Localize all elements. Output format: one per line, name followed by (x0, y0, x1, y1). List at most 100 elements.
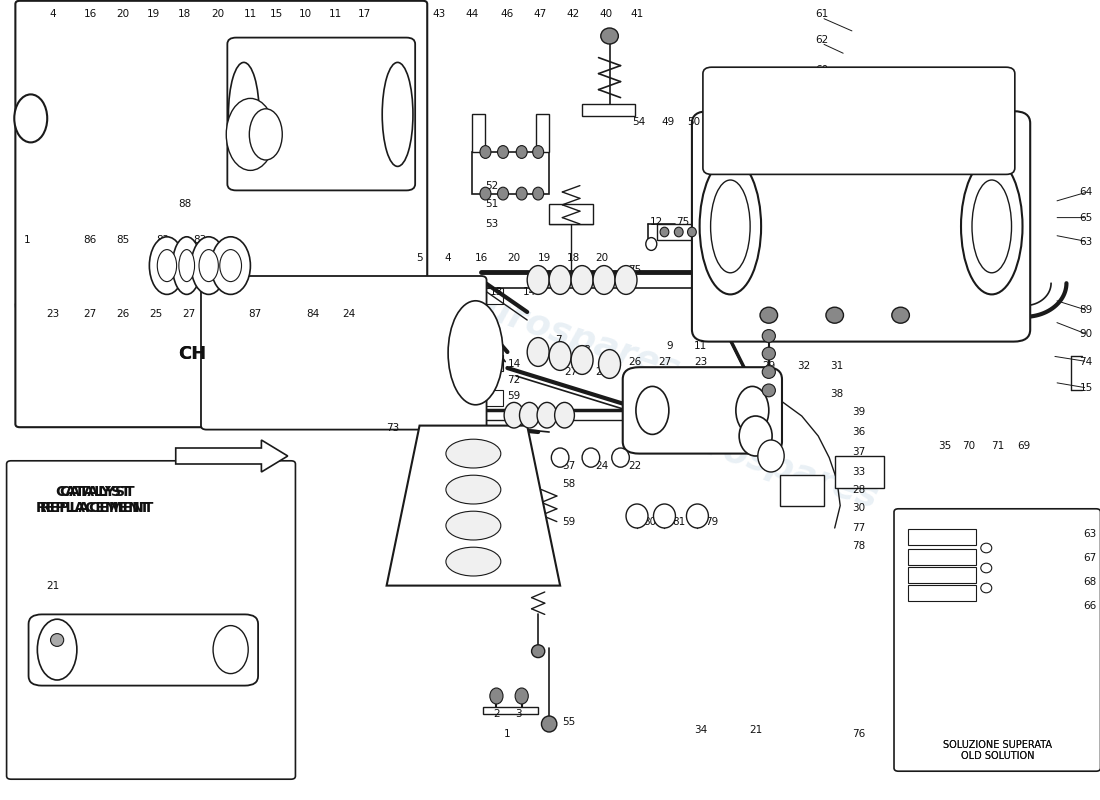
Text: 10: 10 (299, 10, 312, 19)
Text: 9: 9 (667, 341, 673, 350)
Text: 46: 46 (500, 10, 514, 19)
Ellipse shape (220, 250, 242, 282)
Ellipse shape (213, 626, 249, 674)
Text: 62: 62 (815, 35, 828, 45)
Text: 87: 87 (249, 309, 262, 318)
Ellipse shape (211, 237, 251, 294)
Ellipse shape (762, 330, 776, 342)
Text: 19: 19 (538, 253, 551, 262)
Ellipse shape (653, 504, 675, 528)
Text: 26: 26 (628, 357, 641, 366)
Text: 77: 77 (852, 523, 866, 533)
Ellipse shape (382, 62, 412, 166)
Ellipse shape (531, 645, 544, 658)
Text: 6: 6 (477, 333, 484, 342)
Bar (483, 707, 538, 714)
Ellipse shape (310, 301, 323, 314)
Text: CH: CH (178, 345, 207, 362)
Text: 45: 45 (745, 117, 758, 126)
Text: 50: 50 (688, 117, 701, 126)
Ellipse shape (490, 688, 503, 704)
Bar (24, 328, 63, 348)
Text: 30: 30 (852, 503, 866, 513)
Text: 71: 71 (991, 442, 1004, 451)
Text: 85: 85 (117, 235, 130, 245)
Ellipse shape (51, 634, 64, 646)
Text: 64: 64 (1079, 187, 1092, 197)
Text: 25: 25 (595, 367, 608, 377)
Text: 16: 16 (474, 253, 487, 262)
Ellipse shape (516, 146, 527, 158)
Text: 18: 18 (178, 10, 191, 19)
Text: 55: 55 (562, 717, 575, 726)
Text: 29: 29 (762, 362, 776, 371)
Text: 82: 82 (156, 235, 169, 245)
Polygon shape (386, 426, 560, 586)
Ellipse shape (173, 237, 201, 294)
Text: 21: 21 (749, 725, 762, 734)
Ellipse shape (826, 307, 844, 323)
Text: 88: 88 (178, 199, 191, 209)
Ellipse shape (150, 237, 185, 294)
Ellipse shape (37, 619, 77, 680)
Ellipse shape (686, 504, 708, 528)
Ellipse shape (57, 46, 70, 58)
Text: 80: 80 (644, 517, 657, 526)
Ellipse shape (826, 130, 844, 146)
Text: 89: 89 (1079, 306, 1092, 315)
Ellipse shape (615, 266, 637, 294)
Text: 11: 11 (244, 10, 257, 19)
FancyBboxPatch shape (623, 367, 782, 454)
Text: 25: 25 (150, 309, 163, 318)
Text: 13: 13 (490, 346, 503, 355)
Text: 11: 11 (329, 10, 342, 19)
Text: 74: 74 (1079, 357, 1092, 366)
Text: 40: 40 (600, 10, 613, 19)
Ellipse shape (961, 158, 1023, 294)
Ellipse shape (612, 448, 629, 467)
Bar (582, 104, 635, 116)
Ellipse shape (527, 338, 549, 366)
Text: 36: 36 (852, 427, 866, 437)
Text: 15: 15 (271, 10, 284, 19)
Text: 58: 58 (562, 479, 575, 489)
Ellipse shape (582, 448, 600, 467)
Ellipse shape (515, 688, 528, 704)
Ellipse shape (446, 475, 501, 504)
Ellipse shape (972, 180, 1012, 273)
Text: 27: 27 (84, 309, 97, 318)
Text: 90: 90 (1080, 330, 1092, 339)
Bar (475, 288, 503, 304)
Ellipse shape (760, 130, 778, 146)
Text: 20: 20 (117, 10, 130, 19)
Text: 69: 69 (1018, 442, 1031, 451)
Ellipse shape (497, 146, 508, 158)
Bar (835, 456, 884, 488)
Text: 83: 83 (194, 235, 207, 245)
Text: 23: 23 (46, 309, 59, 318)
Text: 39: 39 (852, 407, 866, 417)
Text: 17: 17 (358, 10, 372, 19)
Ellipse shape (537, 402, 557, 428)
Text: CATALYST
REPLACEMENT: CATALYST REPLACEMENT (36, 485, 151, 515)
Ellipse shape (446, 439, 501, 468)
Ellipse shape (571, 266, 593, 294)
Ellipse shape (892, 130, 910, 146)
Text: 66: 66 (1082, 602, 1096, 611)
Text: 84: 84 (307, 309, 320, 318)
Text: 68: 68 (1082, 578, 1096, 587)
Text: 57: 57 (562, 461, 575, 470)
Bar (549, 204, 593, 224)
Text: 56: 56 (456, 317, 470, 326)
Ellipse shape (446, 547, 501, 576)
Bar (780, 475, 824, 506)
Text: 63: 63 (1079, 237, 1092, 246)
Ellipse shape (660, 227, 669, 237)
Ellipse shape (626, 504, 648, 528)
Text: 22: 22 (628, 461, 641, 470)
Ellipse shape (598, 350, 620, 378)
Text: 16: 16 (84, 10, 97, 19)
Text: 2: 2 (493, 709, 499, 718)
FancyBboxPatch shape (29, 614, 258, 686)
Text: 11: 11 (694, 341, 707, 350)
